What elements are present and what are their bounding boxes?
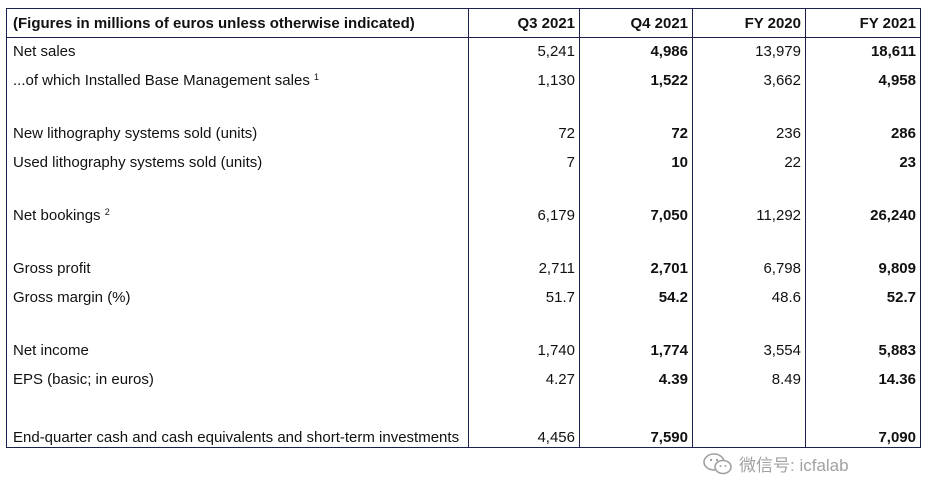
cell-q3-2021: 7 bbox=[468, 149, 580, 178]
cell-fy-2020: 236 bbox=[692, 120, 806, 149]
header-q4-2021: Q4 2021 bbox=[579, 8, 693, 38]
table-row: Net sales 5,241 4,986 13,979 18,611 bbox=[6, 37, 921, 67]
table-row: ...of which Installed Base Management sa… bbox=[6, 67, 921, 96]
wechat-icon bbox=[703, 452, 732, 474]
cell-fy-2021: 14.36 bbox=[805, 366, 921, 395]
watermark: 微信号: icfalab bbox=[703, 451, 849, 476]
row-label-net-sales: Net sales bbox=[6, 37, 469, 67]
cell-q4-2021: 10 bbox=[579, 149, 693, 178]
cell-fy-2020: 13,979 bbox=[692, 37, 806, 67]
cell-q3-2021: 4,456 bbox=[468, 419, 580, 448]
cell-fy-2021: 18,611 bbox=[805, 37, 921, 67]
cell-fy-2020: 3,662 bbox=[692, 67, 806, 96]
row-label-gross-margin: Gross margin (%) bbox=[6, 284, 469, 313]
cell-fy-2021: 9,809 bbox=[805, 255, 921, 284]
financial-summary-table: (Figures in millions of euros unless oth… bbox=[6, 8, 921, 448]
footnote-marker: 2 bbox=[104, 207, 110, 217]
table-header-row: (Figures in millions of euros unless oth… bbox=[6, 8, 921, 38]
cell-q4-2021: 7,050 bbox=[579, 202, 693, 231]
cell-fy-2020: 6,798 bbox=[692, 255, 806, 284]
table-row: End-quarter cash and cash equivalents an… bbox=[6, 419, 921, 448]
cell-q3-2021: 5,241 bbox=[468, 37, 580, 67]
row-label-gross-profit: Gross profit bbox=[6, 255, 469, 284]
spacer-row bbox=[6, 178, 921, 202]
header-label: (Figures in millions of euros unless oth… bbox=[6, 8, 469, 38]
cell-fy-2021: 4,958 bbox=[805, 67, 921, 96]
row-label-end-quarter-cash: End-quarter cash and cash equivalents an… bbox=[6, 419, 469, 448]
cell-fy-2021: 52.7 bbox=[805, 284, 921, 313]
cell-fy-2020 bbox=[692, 419, 806, 448]
row-label-net-income: Net income bbox=[6, 337, 469, 366]
header-q3-2021: Q3 2021 bbox=[468, 8, 580, 38]
cell-q3-2021: 51.7 bbox=[468, 284, 580, 313]
table-row: EPS (basic; in euros) 4.27 4.39 8.49 14.… bbox=[6, 366, 921, 395]
cell-q4-2021: 1,522 bbox=[579, 67, 693, 96]
cell-fy-2021: 26,240 bbox=[805, 202, 921, 231]
row-label-eps: EPS (basic; in euros) bbox=[6, 366, 469, 395]
cell-q4-2021: 7,590 bbox=[579, 419, 693, 448]
spacer-row bbox=[6, 395, 921, 419]
cell-fy-2020: 8.49 bbox=[692, 366, 806, 395]
cell-fy-2020: 22 bbox=[692, 149, 806, 178]
cell-q4-2021: 4,986 bbox=[579, 37, 693, 67]
cell-q3-2021: 1,130 bbox=[468, 67, 580, 96]
cell-q4-2021: 72 bbox=[579, 120, 693, 149]
spacer-row bbox=[6, 313, 921, 337]
header-fy-2021: FY 2021 bbox=[805, 8, 921, 38]
cell-q4-2021: 1,774 bbox=[579, 337, 693, 366]
row-label-used-systems-sold: Used lithography systems sold (units) bbox=[6, 149, 469, 178]
cell-q4-2021: 4.39 bbox=[579, 366, 693, 395]
spacer-row bbox=[6, 96, 921, 120]
watermark-text: 微信号: icfalab bbox=[739, 456, 849, 475]
cell-fy-2021: 7,090 bbox=[805, 419, 921, 448]
cell-q3-2021: 6,179 bbox=[468, 202, 580, 231]
cell-fy-2021: 5,883 bbox=[805, 337, 921, 366]
spacer-row bbox=[6, 231, 921, 255]
table-row: Used lithography systems sold (units) 7 … bbox=[6, 149, 921, 178]
footnote-marker: 1 bbox=[314, 72, 320, 82]
cell-fy-2021: 23 bbox=[805, 149, 921, 178]
table-row: Gross margin (%) 51.7 54.2 48.6 52.7 bbox=[6, 284, 921, 313]
cell-fy-2020: 3,554 bbox=[692, 337, 806, 366]
cell-fy-2021: 286 bbox=[805, 120, 921, 149]
row-label-installed-base-sales: ...of which Installed Base Management sa… bbox=[6, 67, 469, 96]
cell-q3-2021: 4.27 bbox=[468, 366, 580, 395]
table-row: Net income 1,740 1,774 3,554 5,883 bbox=[6, 337, 921, 366]
row-label-net-bookings: Net bookings 2 bbox=[6, 202, 469, 231]
cell-fy-2020: 48.6 bbox=[692, 284, 806, 313]
cell-q4-2021: 2,701 bbox=[579, 255, 693, 284]
cell-fy-2020: 11,292 bbox=[692, 202, 806, 231]
cell-q3-2021: 72 bbox=[468, 120, 580, 149]
table-row: Net bookings 2 6,179 7,050 11,292 26,240 bbox=[6, 202, 921, 231]
cell-q3-2021: 1,740 bbox=[468, 337, 580, 366]
cell-q4-2021: 54.2 bbox=[579, 284, 693, 313]
table-row: Gross profit 2,711 2,701 6,798 9,809 bbox=[6, 255, 921, 284]
row-label-new-systems-sold: New lithography systems sold (units) bbox=[6, 120, 469, 149]
table-row: New lithography systems sold (units) 72 … bbox=[6, 120, 921, 149]
cell-q3-2021: 2,711 bbox=[468, 255, 580, 284]
header-fy-2020: FY 2020 bbox=[692, 8, 806, 38]
